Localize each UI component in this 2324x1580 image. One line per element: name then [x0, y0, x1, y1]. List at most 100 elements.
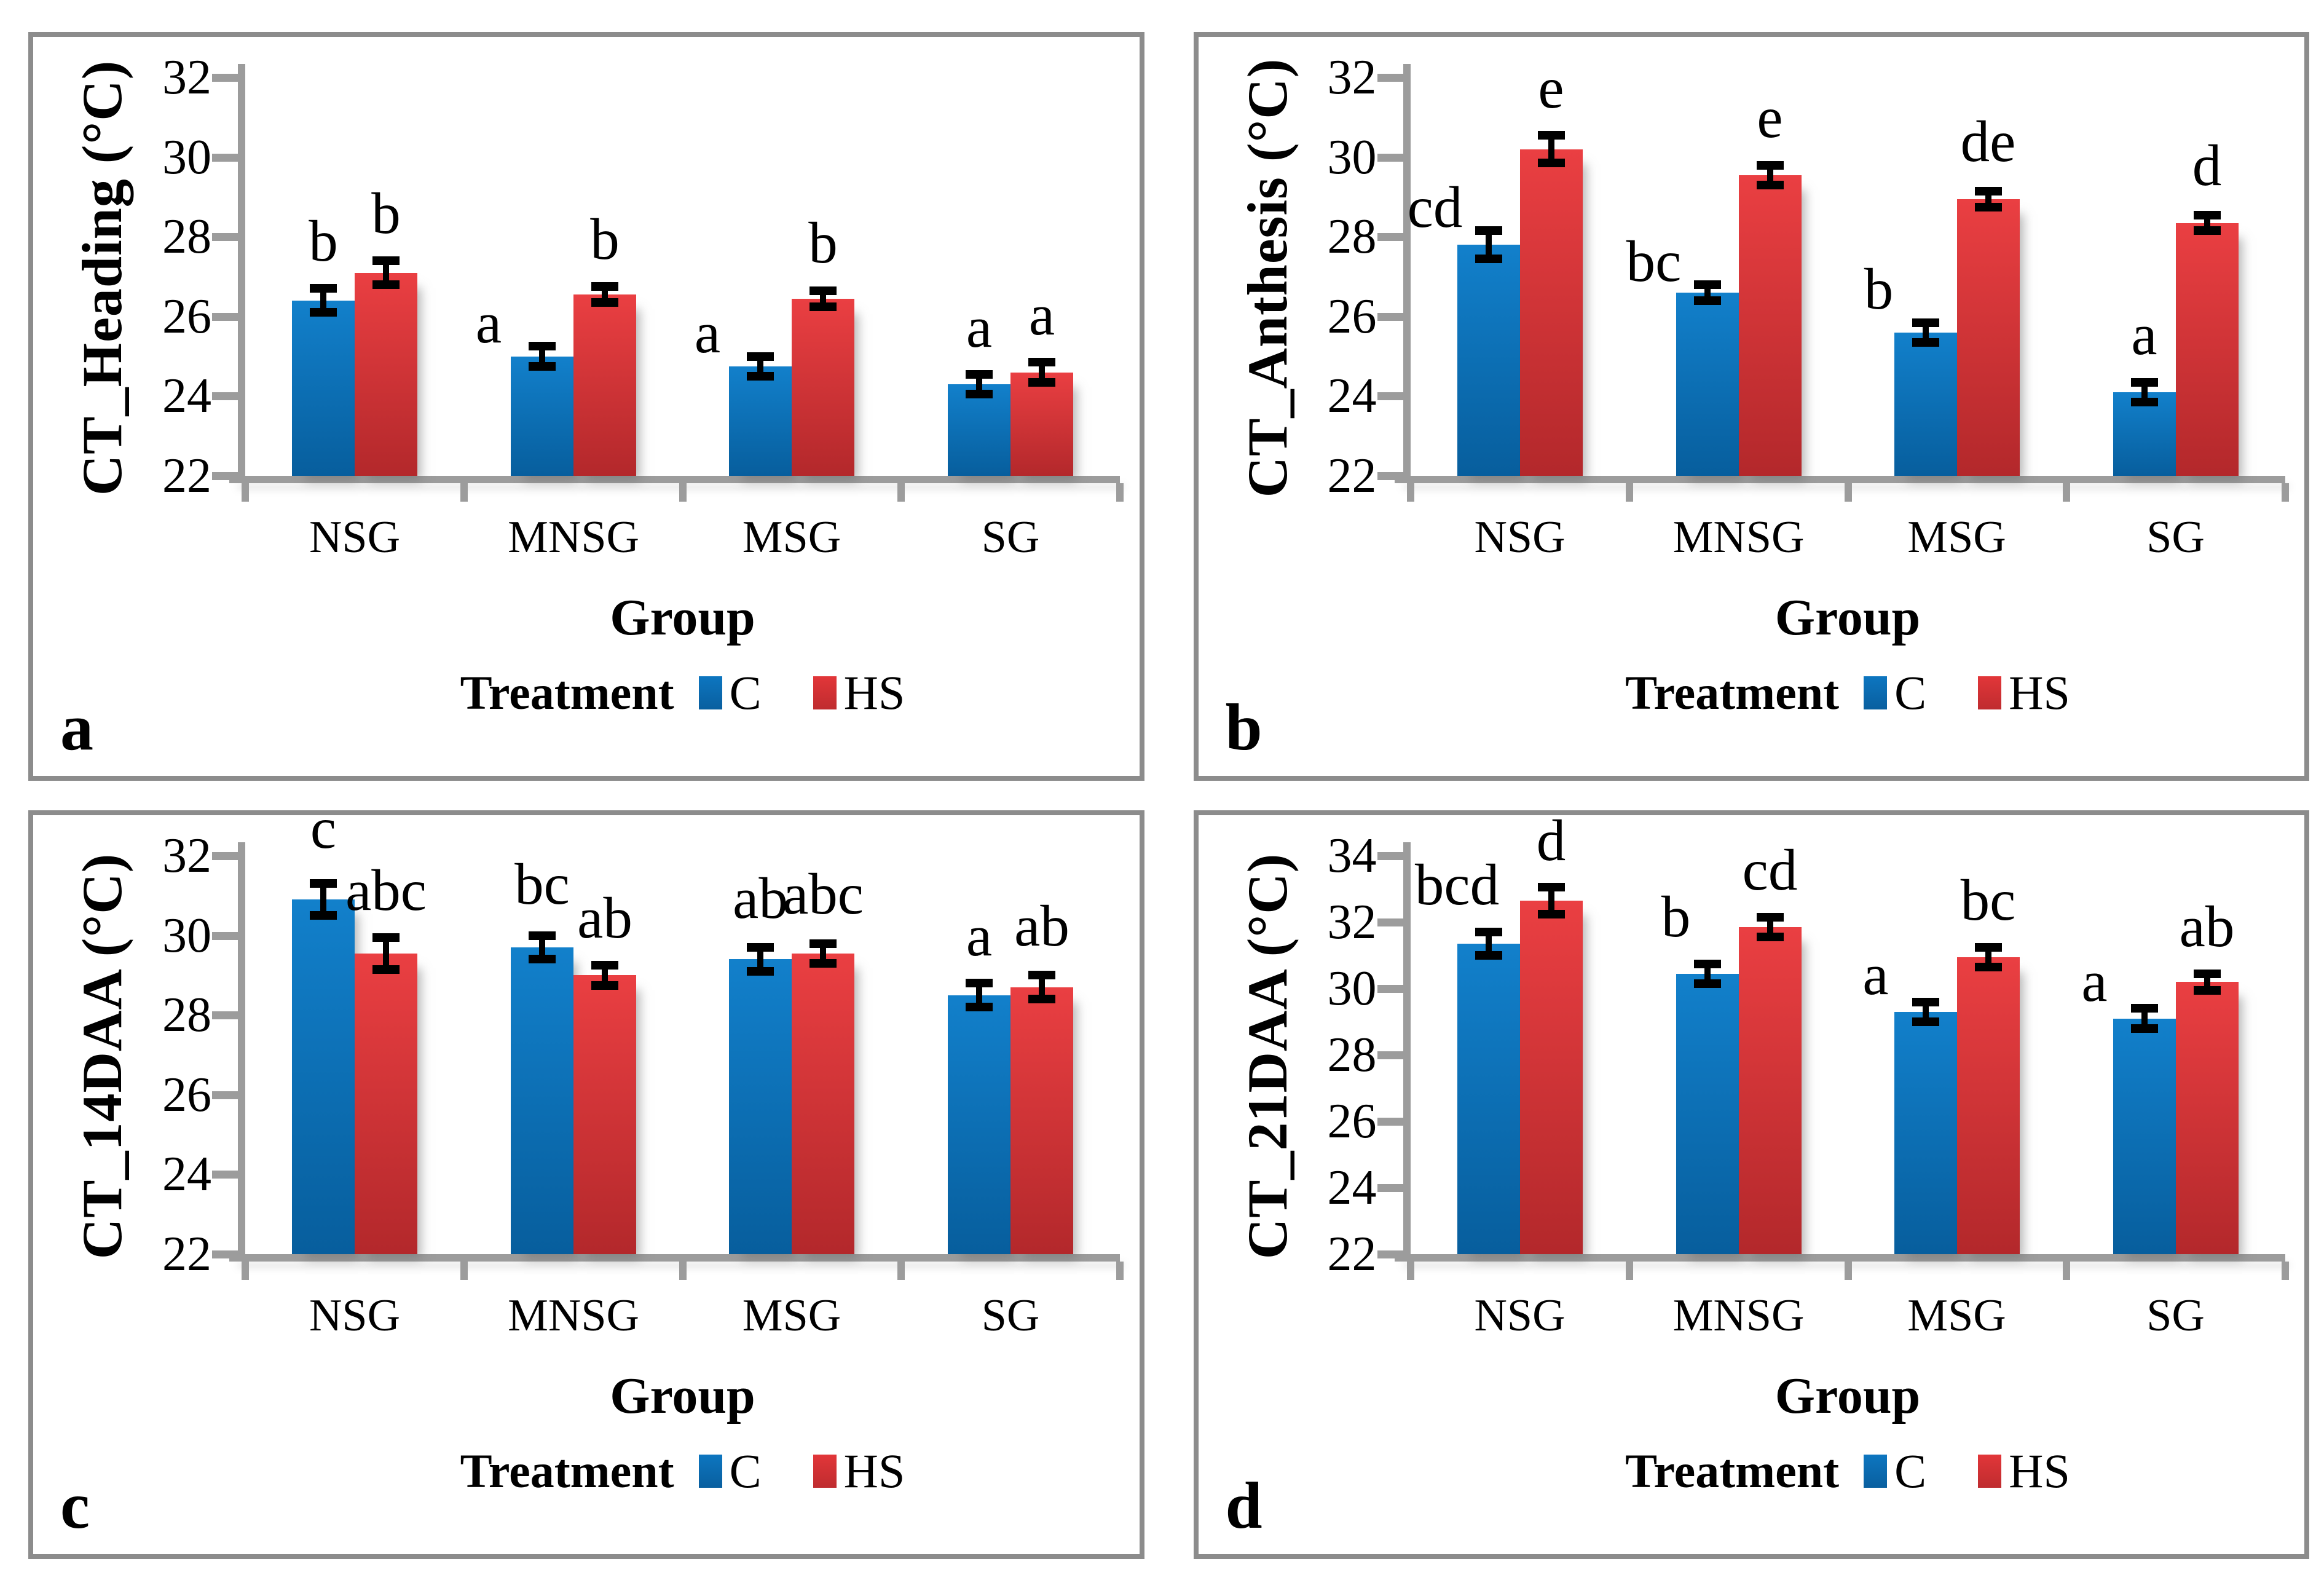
- significance-letter: bc: [1626, 229, 1682, 294]
- error-bar-cap-top: [1693, 280, 1721, 289]
- error-bar-line: [1704, 964, 1711, 984]
- y-tick-mark: [1377, 918, 1404, 926]
- error-bar-line: [1039, 975, 1045, 999]
- significance-letter: a: [694, 300, 721, 365]
- legend-label-c: C: [1894, 1444, 1927, 1498]
- legend-label-hs: HS: [2009, 666, 2070, 719]
- y-tick-mark: [212, 852, 239, 860]
- error-bar-line: [539, 936, 545, 960]
- x-tick-mark: [2281, 1262, 2289, 1280]
- y-axis-line: [238, 64, 245, 483]
- y-tick-label: 22: [1327, 449, 1377, 503]
- error-bar-cap-top: [1475, 928, 1502, 936]
- error-bar-cap-bottom: [529, 362, 556, 371]
- y-tick-mark: [212, 1250, 239, 1258]
- y-tick-label: 26: [162, 290, 211, 344]
- error-bar-line: [383, 261, 389, 285]
- y-tick-label: 22: [1327, 1227, 1377, 1281]
- error-bar-cap-top: [529, 342, 556, 350]
- significance-letter: a: [475, 290, 502, 355]
- significance-letter: de: [1960, 109, 2016, 174]
- x-axis-line: [229, 1254, 1120, 1262]
- x-axis-line: [1394, 1254, 2285, 1262]
- significance-letter: b: [309, 208, 338, 274]
- error-bar-line: [2204, 215, 2210, 231]
- error-bar-line: [1985, 947, 1991, 967]
- bar-hs-sg: [1010, 373, 1073, 476]
- legend-swatch-c: [1864, 676, 1888, 709]
- error-bar-cap-top: [747, 352, 774, 361]
- error-bar-cap-top: [747, 943, 774, 952]
- significance-letter: ab: [1014, 893, 1069, 958]
- error-bar-cap-top: [1756, 913, 1784, 922]
- error-bar-cap-top: [1537, 883, 1565, 891]
- x-category-label: NSG: [1474, 1290, 1566, 1341]
- y-tick-label: 32: [1327, 895, 1377, 949]
- x-tick-mark: [1406, 483, 1414, 502]
- legend: Treatment C HS: [1411, 665, 2285, 721]
- y-tick-mark: [1377, 852, 1404, 860]
- significance-letter: b: [1864, 256, 1894, 322]
- error-bar-cap-bottom: [310, 911, 337, 920]
- error-bar-cap-bottom: [2193, 226, 2221, 235]
- bar-c-msg: [729, 366, 792, 476]
- error-bar-cap-top: [966, 370, 993, 379]
- error-bar-line: [757, 947, 763, 971]
- bar-c-msg: [729, 959, 792, 1254]
- x-axis-title: Group: [610, 1367, 755, 1424]
- bar-hs-msg: [792, 954, 854, 1254]
- bar-c-mnsg: [511, 357, 573, 476]
- x-category-label: MNSG: [508, 1290, 639, 1341]
- error-bar-cap-bottom: [310, 308, 337, 317]
- error-bar-line: [1039, 362, 1045, 382]
- y-tick-mark: [212, 233, 239, 241]
- bar-hs-nsg: [355, 954, 417, 1254]
- error-bar-cap-top: [1912, 318, 1939, 327]
- y-tick-label: 26: [1327, 1094, 1377, 1148]
- significance-letter: e: [1757, 85, 1783, 150]
- y-tick-label: 32: [162, 829, 211, 883]
- y-tick-mark: [1377, 233, 1404, 241]
- x-tick-mark: [897, 1262, 905, 1280]
- bar-hs-mnsg: [573, 294, 636, 476]
- significance-letter: a: [966, 294, 993, 360]
- error-bar-cap-bottom: [1756, 181, 1784, 189]
- legend-swatch-hs: [1978, 1455, 2002, 1488]
- error-bar-cap-top: [372, 256, 400, 265]
- x-tick-mark: [1625, 483, 1633, 502]
- y-tick-label: 24: [1327, 1161, 1377, 1215]
- y-tick-mark: [212, 313, 239, 321]
- panel-letter: a: [60, 691, 93, 764]
- panel-letter: d: [1225, 1469, 1262, 1542]
- bar-hs-mnsg: [1738, 175, 1802, 476]
- x-axis-line: [229, 476, 1120, 483]
- y-tick-mark: [212, 1091, 239, 1099]
- y-tick-label: 30: [1327, 962, 1377, 1016]
- error-bar-cap-top: [1475, 226, 1502, 235]
- x-category-label: MSG: [742, 1290, 841, 1341]
- significance-letter: c: [310, 810, 337, 861]
- y-tick-label: 34: [1327, 829, 1377, 883]
- error-bar-cap-bottom: [966, 390, 993, 398]
- y-tick-label: 26: [1327, 290, 1377, 344]
- panel-letter: b: [1225, 691, 1262, 764]
- error-bar-line: [383, 938, 389, 970]
- error-bar-cap-bottom: [1756, 933, 1784, 941]
- x-tick-mark: [1844, 1262, 1852, 1280]
- significance-letter: b: [1661, 884, 1691, 949]
- significance-letter: b: [808, 210, 838, 275]
- significance-letter: bc: [514, 851, 570, 917]
- y-tick-label: 24: [162, 369, 211, 423]
- error-bar-cap-bottom: [2193, 986, 2221, 995]
- x-tick-mark: [679, 483, 687, 502]
- x-category-label: NSG: [309, 512, 401, 563]
- y-tick-label: 32: [162, 50, 211, 105]
- x-tick-mark: [1116, 1262, 1124, 1280]
- error-bar-cap-top: [591, 961, 618, 970]
- error-bar-cap-top: [1756, 161, 1784, 170]
- y-tick-label: 24: [162, 1147, 211, 1201]
- bar-c-nsg: [292, 899, 355, 1254]
- error-bar-line: [539, 346, 545, 366]
- x-tick-mark: [242, 483, 249, 502]
- x-category-label: SG: [981, 1290, 1040, 1341]
